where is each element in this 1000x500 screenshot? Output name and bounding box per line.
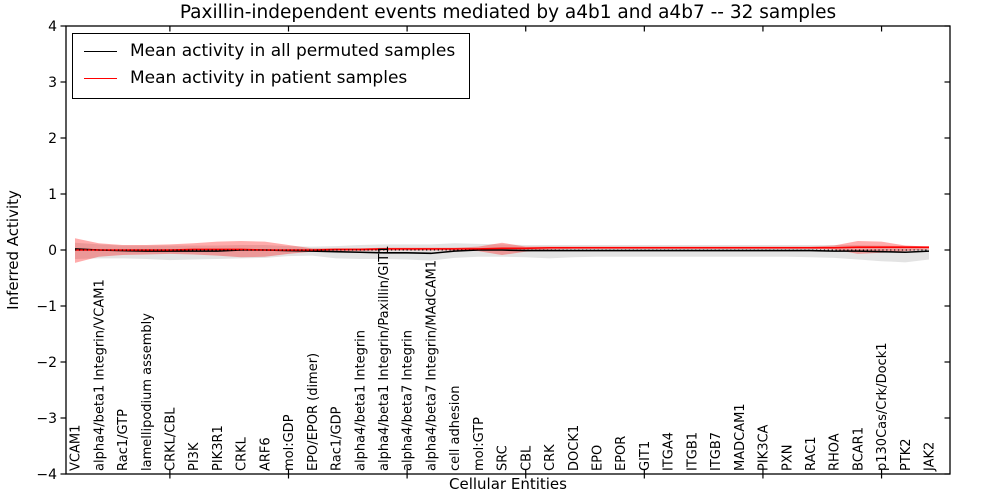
x-category-label: EPOR bbox=[614, 436, 629, 471]
y-tick-label: −4 bbox=[36, 467, 57, 483]
y-tick-label: 1 bbox=[48, 187, 57, 203]
x-category-label: SRC bbox=[496, 445, 511, 471]
x-category-label: EPO bbox=[590, 445, 605, 471]
x-axis-title: Cellular Entities bbox=[449, 475, 567, 493]
x-category-label: PIK3R1 bbox=[211, 425, 226, 471]
legend-line-patient bbox=[84, 78, 117, 80]
x-category-label: CRKL bbox=[235, 436, 250, 471]
legend-label-patient: Mean activity in patient samples bbox=[130, 68, 408, 89]
y-tick-label: −1 bbox=[36, 299, 57, 315]
x-category-label: alpha4/beta7 Integrin bbox=[401, 330, 416, 471]
x-category-label: PIK3CA bbox=[757, 424, 772, 471]
x-category-label: RHOA bbox=[828, 433, 843, 471]
legend-label-permuted: Mean activity in all permuted samples bbox=[130, 41, 456, 61]
x-category-label: CBL bbox=[519, 445, 534, 471]
x-category-label: alpha4/beta7 Integrin/MAdCAM1 bbox=[424, 260, 439, 471]
x-category-label: cell adhesion bbox=[448, 385, 463, 471]
x-category-label: PI3K bbox=[187, 442, 202, 471]
x-category-label: mol:GTP bbox=[472, 417, 487, 471]
x-category-label: PTK2 bbox=[899, 438, 914, 471]
x-category-label: alpha4/beta1 Integrin/Paxillin/GIT1 bbox=[377, 245, 392, 471]
x-category-label: PXN bbox=[780, 445, 795, 471]
x-category-label: ITGB1 bbox=[685, 432, 700, 471]
x-category-label: BCAR1 bbox=[851, 427, 866, 471]
y-tick-label: 2 bbox=[48, 131, 57, 147]
x-category-label: p130Cas/Crk/Dock1 bbox=[875, 342, 890, 471]
x-category-label: alpha4/beta1 Integrin/VCAM1 bbox=[92, 279, 107, 471]
x-category-label: ARF6 bbox=[258, 437, 273, 471]
x-category-label: DOCK1 bbox=[567, 425, 582, 471]
y-tick-label: −2 bbox=[36, 355, 57, 371]
y-tick-label: 4 bbox=[48, 19, 57, 35]
mean-activity-in-all-permuted-samples-line bbox=[74, 248, 930, 255]
x-category-label: CRK bbox=[543, 444, 558, 471]
y-tick-label: 0 bbox=[48, 243, 57, 259]
x-category-label: Rac1/GDP bbox=[330, 406, 345, 471]
x-category-label: ITGB7 bbox=[709, 432, 724, 471]
legend-entry-patient: Mean activity in patient samples bbox=[84, 68, 455, 89]
mean-activity-in-patient-samples-line bbox=[75, 246, 929, 251]
x-category-label: ITGA4 bbox=[662, 432, 677, 471]
x-category-label: EPO/EPOR (dimer) bbox=[306, 353, 321, 471]
x-category-label: mol:GDP bbox=[282, 414, 297, 471]
y-tick-label: −3 bbox=[36, 411, 57, 427]
x-category-label: MADCAM1 bbox=[733, 403, 748, 471]
x-category-label: GIT1 bbox=[638, 441, 653, 471]
y-axis-title: Inferred Activity bbox=[4, 190, 22, 310]
legend: Mean activity in all permuted samples Me… bbox=[72, 33, 471, 99]
chart-title: Paxillin-independent events mediated by … bbox=[179, 2, 837, 23]
x-category-label: CRKL/CBL bbox=[163, 407, 178, 471]
y-tick-label: 3 bbox=[48, 75, 57, 91]
x-category-label: alpha4/beta1 Integrin bbox=[353, 330, 368, 471]
legend-line-permuted bbox=[84, 51, 117, 53]
x-category-label: VCAM1 bbox=[69, 425, 84, 471]
x-category-label: Rac1/GTP bbox=[116, 409, 131, 471]
x-category-label: lamellipodium assembly bbox=[140, 313, 155, 471]
x-category-label: JAK2 bbox=[923, 442, 938, 472]
x-category-label: RAC1 bbox=[804, 436, 819, 471]
legend-entry-permuted: Mean activity in all permuted samples bbox=[84, 41, 455, 62]
